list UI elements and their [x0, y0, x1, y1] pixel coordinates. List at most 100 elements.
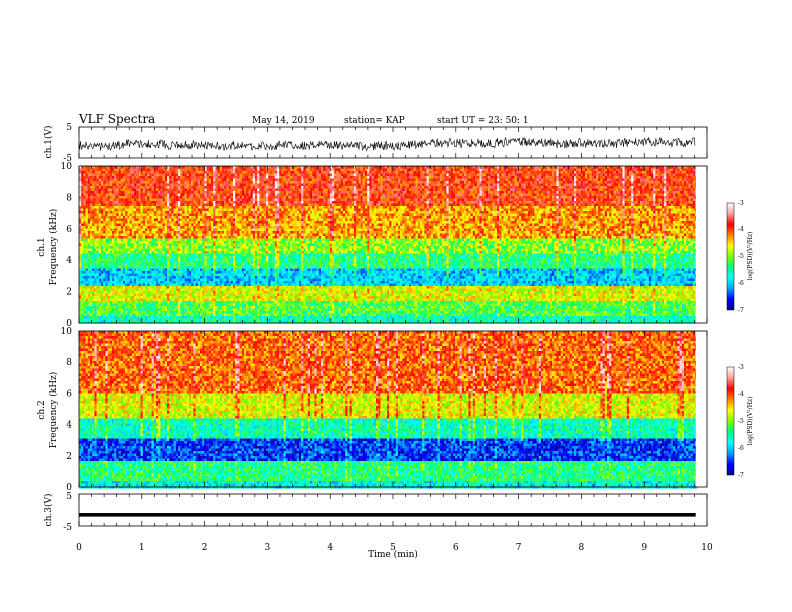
spectrogram-cell: [86, 249, 88, 252]
spectrogram-cell: [88, 236, 90, 239]
spectrogram-cell: [83, 169, 85, 172]
spectrogram-cell: [92, 319, 94, 322]
spectrogram-cell: [112, 281, 114, 284]
spectrogram-cell: [83, 191, 85, 194]
spectrogram-cell: [108, 199, 110, 202]
spectrogram-cell: [86, 226, 88, 229]
spectrogram-cell: [97, 219, 99, 222]
spectrogram-cell: [110, 189, 112, 192]
spectrogram-cell: [90, 206, 92, 209]
spectrogram-cell: [81, 246, 83, 249]
spectrogram-cell: [92, 304, 94, 307]
spectrogram-cell: [119, 316, 121, 319]
spectrogram-cell: [99, 256, 101, 259]
spectrogram-cell: [119, 279, 121, 282]
spectrogram-cell: [88, 286, 90, 289]
spectrogram-cell: [105, 319, 107, 322]
spectrogram-cell: [83, 284, 85, 287]
spectrogram-cell: [88, 296, 90, 299]
spectrogram-cell: [112, 244, 114, 247]
spectrogram-cell: [99, 226, 101, 229]
spectrogram-cell: [92, 276, 94, 279]
spectrogram-cell: [86, 239, 88, 242]
spectrogram-cell: [97, 256, 99, 259]
spectrogram-cell: [119, 319, 121, 322]
spectrogram-cell: [94, 186, 96, 189]
spectrogram-cell: [88, 249, 90, 252]
spectrogram-cell: [108, 301, 110, 304]
spectrogram-cell: [101, 261, 103, 264]
spectrogram-cell: [90, 236, 92, 239]
spectrogram-cell: [81, 169, 83, 172]
spectrogram-cell: [103, 236, 105, 239]
spectrogram-cell: [97, 189, 99, 192]
spectrogram-cell: [92, 219, 94, 222]
spectrogram-cell: [101, 311, 103, 314]
spectrogram-cell: [119, 289, 121, 292]
spectrogram-cell: [94, 314, 96, 317]
spectrogram-cell: [99, 299, 101, 302]
spectrogram-cell: [86, 271, 88, 274]
spectrogram-cell: [108, 234, 110, 237]
spectrogram-cell: [86, 269, 88, 272]
spectrogram-cell: [103, 196, 105, 199]
spectrogram-cell: [103, 251, 105, 254]
spectrogram-cell: [83, 194, 85, 197]
spectrogram-cell: [83, 276, 85, 279]
spectrogram-cell: [105, 186, 107, 189]
spectrogram-cell: [112, 181, 114, 184]
spectrogram-cell: [81, 266, 83, 269]
spectrogram-cell: [105, 276, 107, 279]
spectrogram-cell: [92, 186, 94, 189]
spectrogram-cell: [94, 281, 96, 284]
spectrogram-cell: [114, 244, 116, 247]
spectrogram-cell: [108, 246, 110, 249]
spectrogram-cell: [99, 179, 101, 182]
spectrogram-cell: [116, 224, 118, 227]
spectrogram-cell: [86, 191, 88, 194]
spectrogram-cell: [92, 229, 94, 232]
spectrogram-cell: [99, 269, 101, 272]
spectrogram-cell: [103, 211, 105, 214]
spectrogram-cell: [88, 219, 90, 222]
spectrogram-cell: [105, 286, 107, 289]
spectrogram-cell: [92, 221, 94, 224]
spectrogram-cell: [110, 261, 112, 264]
spectrogram-cell: [105, 221, 107, 224]
spectrogram-cell: [90, 176, 92, 179]
spectrogram-cell: [90, 289, 92, 292]
spectrogram-cell: [110, 176, 112, 179]
spectrogram-cell: [110, 291, 112, 294]
spectrogram-cell: [81, 294, 83, 297]
spectrogram-cell: [110, 271, 112, 274]
spectrogram-cell: [105, 301, 107, 304]
spectrogram-cell: [116, 279, 118, 282]
spectrogram-cell: [81, 214, 83, 217]
spectrogram-cell: [86, 314, 88, 317]
spectrogram-cell: [103, 229, 105, 232]
spectrogram-cell: [81, 286, 83, 289]
spectrogram-cell: [83, 171, 85, 174]
spectrogram-cell: [88, 311, 90, 314]
spectrogram-cell: [108, 276, 110, 279]
spectrogram-cell: [105, 281, 107, 284]
spectrogram-cell: [110, 184, 112, 187]
spectrogram-cell: [110, 231, 112, 234]
spectrogram-cell: [112, 241, 114, 244]
spectrogram-cell: [121, 239, 123, 242]
spectrogram-cell: [119, 176, 121, 179]
spectrogram-cell: [88, 264, 90, 267]
spectrogram-cell: [101, 229, 103, 232]
spectrogram-cell: [103, 311, 105, 314]
spectrogram-cell: [112, 216, 114, 219]
spectrogram-cell: [99, 206, 101, 209]
spectrogram-cell: [103, 206, 105, 209]
spectrogram-cell: [108, 241, 110, 244]
spectrogram-cell: [121, 296, 123, 299]
spectrogram-cell: [97, 244, 99, 247]
spectrogram-cell: [90, 239, 92, 242]
spectrogram-cell: [94, 216, 96, 219]
spectrogram-cell: [88, 204, 90, 207]
spectrogram-cell: [92, 204, 94, 207]
spectrogram-cell: [81, 306, 83, 309]
